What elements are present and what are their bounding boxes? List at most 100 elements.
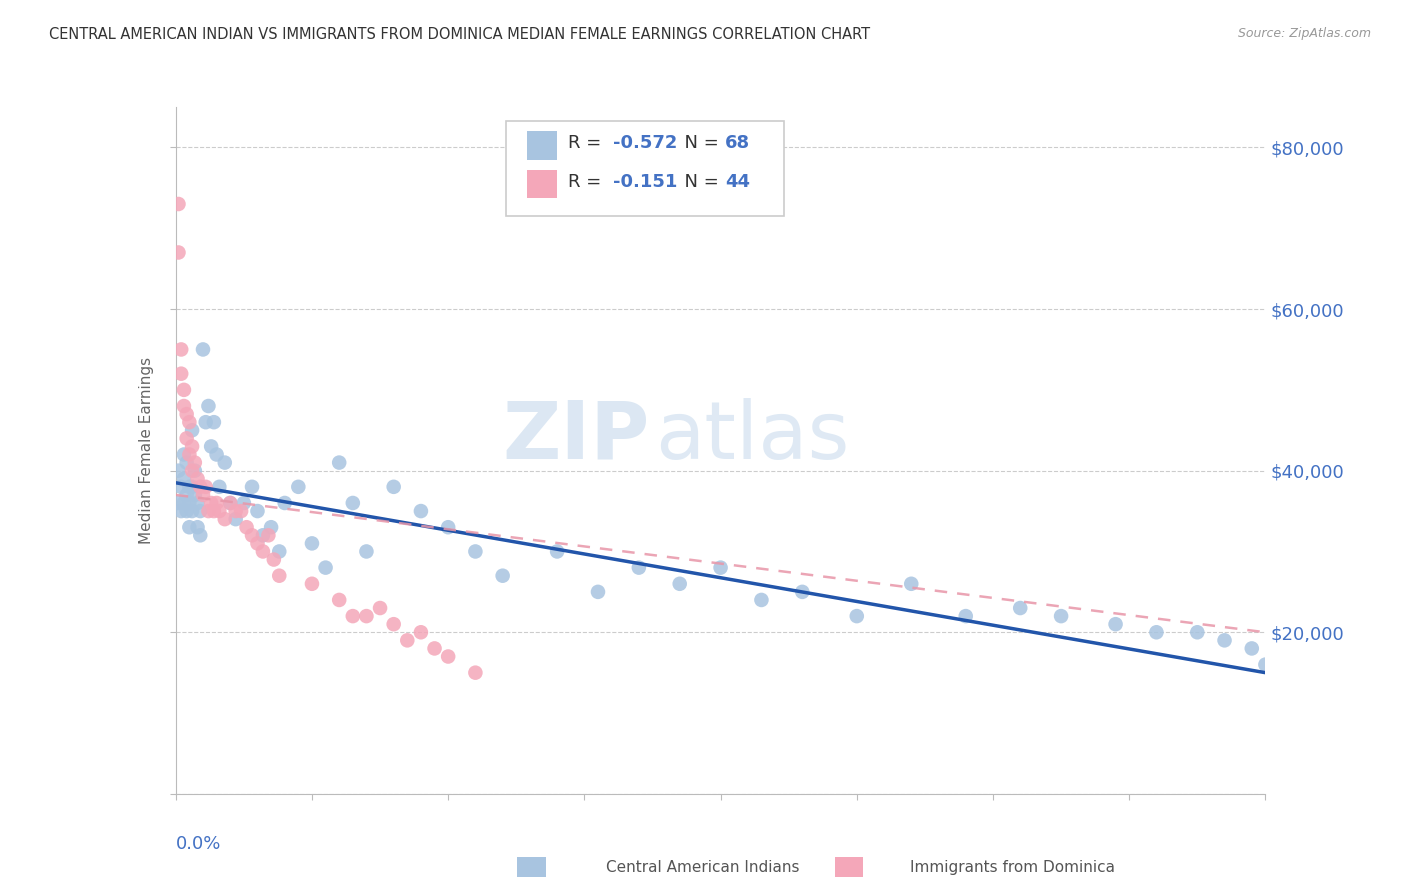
Text: CENTRAL AMERICAN INDIAN VS IMMIGRANTS FROM DOMINICA MEDIAN FEMALE EARNINGS CORRE: CENTRAL AMERICAN INDIAN VS IMMIGRANTS FR…: [49, 27, 870, 42]
Point: [1144, 625, 1167, 640]
Point: [269, 568, 291, 582]
Point: [269, 544, 291, 558]
Text: -0.151: -0.151: [613, 173, 678, 191]
Point: [231, 504, 253, 518]
Point: [301, 536, 323, 550]
Point: [173, 472, 195, 486]
Text: 68: 68: [725, 135, 749, 153]
Point: [200, 439, 222, 453]
Point: [546, 544, 568, 558]
Point: [900, 576, 922, 591]
Text: Immigrants from Dominica: Immigrants from Dominica: [910, 861, 1115, 875]
Point: [437, 649, 460, 664]
FancyBboxPatch shape: [517, 857, 546, 877]
Point: [263, 552, 285, 566]
Point: [1213, 633, 1236, 648]
Point: [219, 496, 242, 510]
Text: N =: N =: [672, 173, 724, 191]
Point: [202, 504, 225, 518]
Point: [208, 504, 231, 518]
Point: [214, 456, 236, 470]
Point: [301, 576, 323, 591]
Point: [191, 488, 214, 502]
Point: [225, 504, 247, 518]
Point: [179, 520, 201, 534]
Point: [1104, 617, 1126, 632]
Point: [181, 480, 204, 494]
Point: [368, 601, 391, 615]
Point: [356, 609, 378, 624]
Point: [586, 585, 609, 599]
Point: [179, 496, 201, 510]
Point: [191, 343, 214, 357]
Point: [173, 496, 195, 510]
Point: [225, 512, 247, 526]
Point: [240, 480, 263, 494]
Point: [176, 431, 198, 445]
Point: [382, 617, 405, 632]
Text: N =: N =: [672, 135, 724, 153]
FancyBboxPatch shape: [506, 120, 783, 216]
Point: [627, 560, 650, 574]
Point: [208, 480, 231, 494]
Point: [246, 536, 269, 550]
Point: [181, 504, 204, 518]
Point: [167, 464, 190, 478]
Point: [181, 423, 204, 437]
Point: [1254, 657, 1277, 672]
Point: [194, 480, 217, 494]
Point: [167, 496, 190, 510]
Point: [409, 504, 432, 518]
Point: [257, 528, 280, 542]
Point: [274, 496, 297, 510]
Text: 0.0%: 0.0%: [176, 835, 221, 853]
Point: [235, 520, 257, 534]
Point: [240, 528, 263, 542]
Text: 44: 44: [725, 173, 749, 191]
Point: [1050, 609, 1073, 624]
Point: [197, 399, 219, 413]
Point: [167, 197, 190, 211]
FancyBboxPatch shape: [527, 169, 557, 198]
Text: Central American Indians: Central American Indians: [606, 861, 800, 875]
Text: ZIP: ZIP: [502, 398, 650, 475]
FancyBboxPatch shape: [527, 131, 557, 160]
Point: [287, 480, 309, 494]
Point: [176, 504, 198, 518]
Point: [205, 448, 228, 462]
Point: [492, 568, 515, 582]
Point: [1240, 641, 1263, 656]
Point: [181, 464, 204, 478]
Point: [1010, 601, 1032, 615]
Point: [179, 480, 201, 494]
Point: [1187, 625, 1209, 640]
Text: atlas: atlas: [655, 398, 849, 475]
Point: [792, 585, 814, 599]
Point: [342, 609, 364, 624]
Point: [184, 488, 207, 502]
Point: [751, 593, 773, 607]
Point: [176, 488, 198, 502]
Point: [232, 496, 254, 510]
Point: [202, 415, 225, 429]
Point: [328, 456, 350, 470]
Text: -0.572: -0.572: [613, 135, 678, 153]
Point: [181, 439, 204, 453]
Point: [955, 609, 977, 624]
Point: [382, 480, 405, 494]
Point: [246, 504, 269, 518]
Point: [252, 544, 274, 558]
Point: [186, 520, 209, 534]
Point: [409, 625, 432, 640]
Point: [396, 633, 419, 648]
Text: Source: ZipAtlas.com: Source: ZipAtlas.com: [1237, 27, 1371, 40]
Point: [200, 496, 222, 510]
Point: [214, 512, 236, 526]
Point: [710, 560, 733, 574]
Point: [423, 641, 446, 656]
Point: [252, 528, 274, 542]
Point: [176, 407, 198, 421]
Point: [167, 245, 190, 260]
Point: [170, 504, 193, 518]
Point: [170, 480, 193, 494]
